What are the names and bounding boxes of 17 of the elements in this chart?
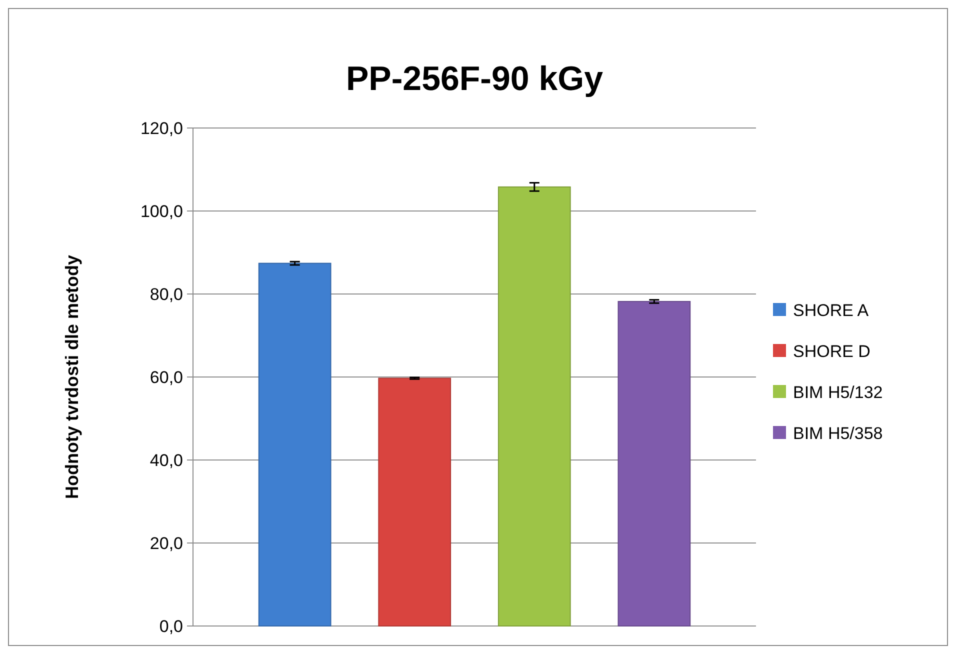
- legend-label: BIM H5/132: [793, 382, 883, 402]
- legend-label: BIM H5/358: [793, 424, 883, 443]
- y-tick-label: 40,0: [150, 450, 183, 470]
- y-tick-label: 120,0: [140, 118, 183, 138]
- y-tick-label: 100,0: [140, 202, 183, 221]
- chart-title: PP-256F-90 kGy: [346, 60, 604, 98]
- legend-label: SHORE A: [793, 300, 870, 320]
- y-tick-label: 0,0: [159, 616, 183, 636]
- legend-label: SHORE D: [793, 342, 870, 361]
- bar: [258, 262, 332, 626]
- y-axis-title: Hodnoty tvrdosti dle metody: [62, 254, 82, 500]
- bar: [618, 300, 691, 626]
- y-tick-label: 60,0: [150, 368, 183, 387]
- bar: [378, 378, 452, 626]
- y-tick-label: 80,0: [150, 284, 183, 304]
- y-tick-label: 20,0: [150, 534, 183, 553]
- bar: [498, 186, 571, 626]
